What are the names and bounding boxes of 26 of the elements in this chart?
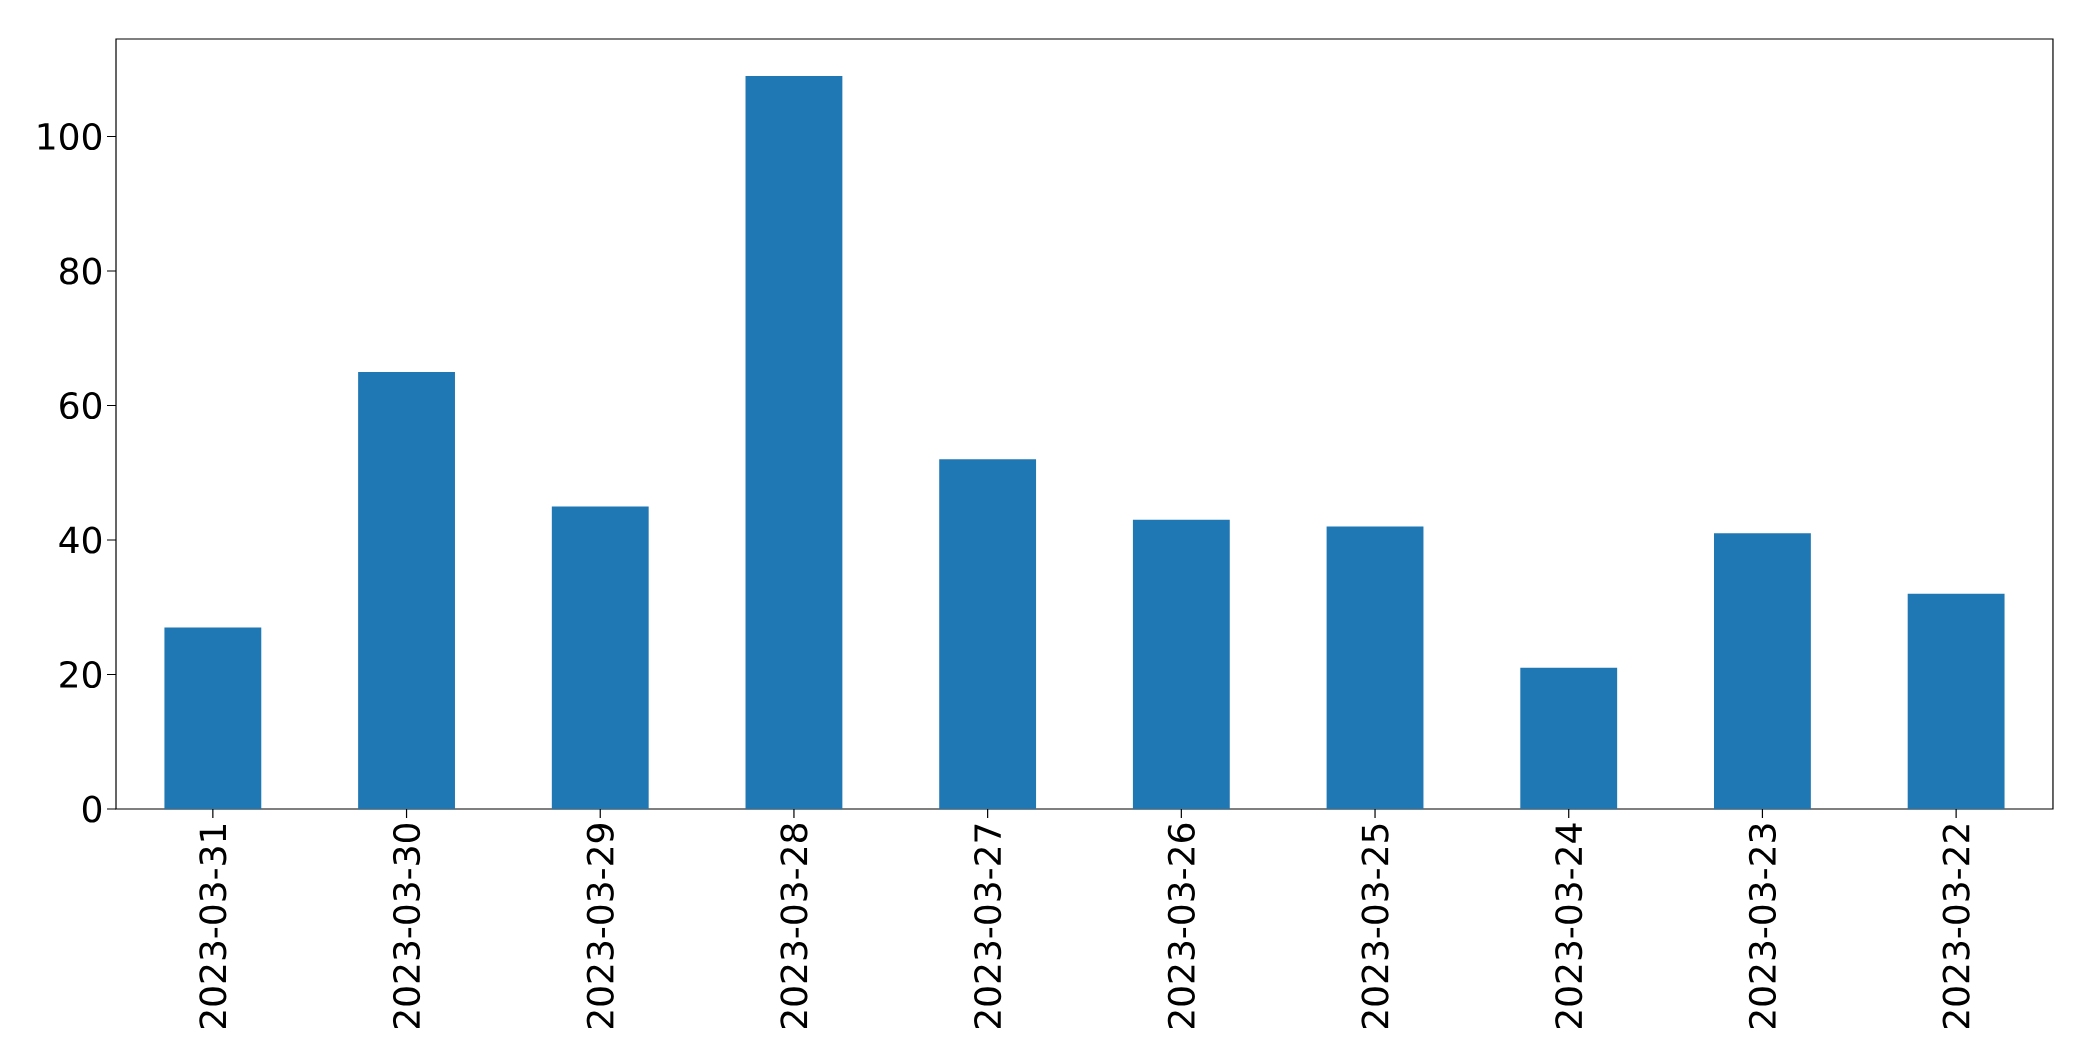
bar — [164, 627, 262, 809]
x-tick-label: 2023-03-22 — [1942, 825, 1970, 1029]
x-tick-label: 2023-03-23 — [1748, 824, 1777, 1029]
y-tick-label: 40 — [59, 526, 102, 554]
bar — [1907, 593, 2005, 809]
y-tick-label: 20 — [60, 660, 102, 689]
x-tick-label: 2023-03-28 — [780, 824, 808, 1029]
bar — [1326, 526, 1424, 809]
bar — [551, 506, 649, 809]
bar — [1132, 519, 1230, 809]
x-tick-label: 2023-03-27 — [974, 824, 1002, 1029]
bar — [1520, 667, 1618, 809]
y-tick-label: 80 — [60, 257, 102, 285]
y-tick-label: 60 — [60, 391, 102, 420]
y-tick-label: 100 — [38, 122, 102, 151]
bar — [939, 459, 1037, 809]
x-tick-label: 2023-03-31 — [199, 824, 227, 1029]
x-tick-label: 2023-03-29 — [586, 824, 614, 1029]
x-tick-label: 2023-03-30 — [392, 823, 421, 1029]
bar — [358, 371, 455, 809]
x-tick-label: 2023-03-26 — [1167, 823, 1195, 1029]
bar — [745, 75, 843, 809]
y-tick-label: 0 — [82, 795, 102, 823]
x-tick-label: 2023-03-25 — [1361, 824, 1389, 1029]
x-tick-label: 2023-03-24 — [1555, 823, 1583, 1029]
bar — [1714, 533, 1811, 809]
